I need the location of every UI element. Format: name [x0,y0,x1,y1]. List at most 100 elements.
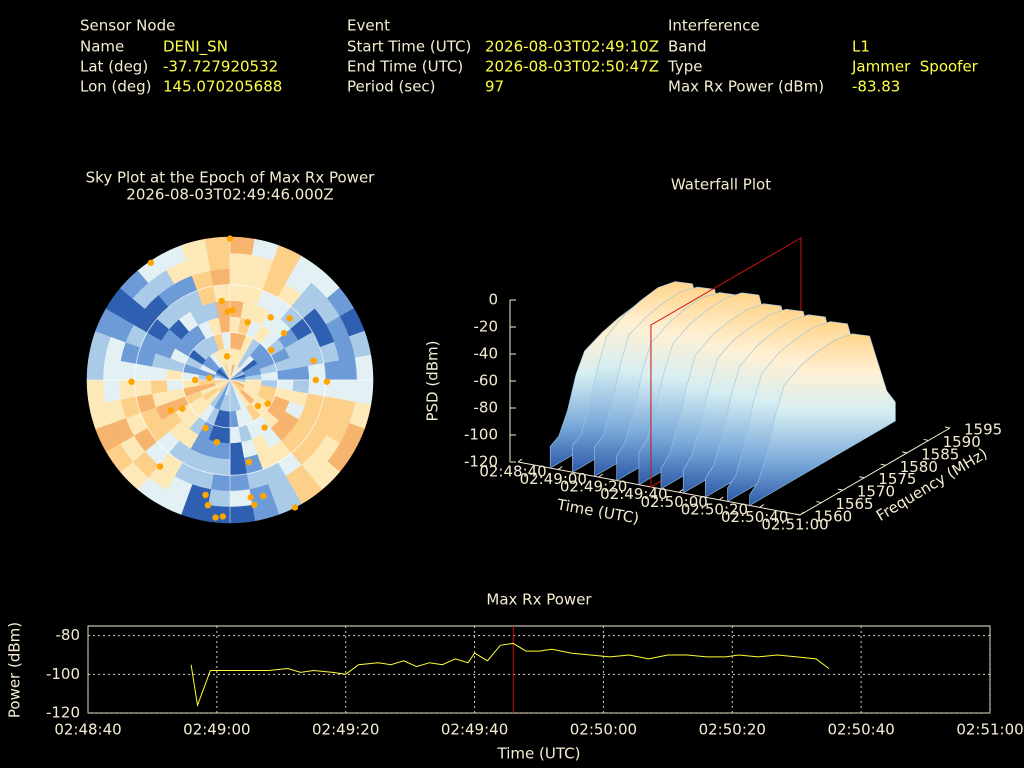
y-tick-label: 1580 [900,458,938,476]
z-tick-label: -100 [464,426,498,444]
satellite [244,319,251,326]
z-tick-label: 0 [488,291,498,309]
y-tick-label: 1560 [814,508,852,526]
field-value: 145.070205688 [163,78,282,96]
y-tick-label: 1565 [835,495,873,513]
sky-cell [323,360,342,381]
field-value: 97 [485,78,504,96]
z-tick-label: -60 [474,372,499,390]
x-tick-label: 02:50:00 [570,721,637,739]
sky-cell [229,457,247,476]
satellite [310,357,317,364]
satellite [267,346,275,354]
satellite [291,504,299,511]
field-value: DENI_SN [163,38,228,57]
field-value: -83.83 [852,78,900,96]
satellite [254,402,262,410]
field-label: Name [80,38,124,56]
header: Sensor Node Name DENI_SN Lat (deg) -37.7… [80,17,979,96]
satellite [218,297,225,305]
satellite [191,376,199,384]
field-label: Lon (deg) [80,78,152,96]
satellite [167,407,174,414]
satellite [267,314,274,321]
x-tick [678,488,684,493]
y-tick [902,451,908,454]
sky-cell [86,379,106,406]
x-tick-label: 02:49:20 [560,478,627,496]
satellite [204,501,212,509]
sky-cell [354,379,374,406]
satellite [261,424,268,431]
satellite [206,374,213,382]
field-label: Max Rx Power (dBm) [668,78,824,96]
sky-cell [229,252,253,271]
satellite [280,329,288,337]
chart-title: Waterfall Plot [671,176,771,194]
satellite [202,491,209,499]
x-axis-label: Time (UTC) [497,745,581,763]
satellite [260,492,267,500]
chart-subtitle: 2026-08-03T02:49:46.000Z [126,186,333,204]
waterfall: 0-20-40-60-80-100-12002:48:4002:49:0002:… [424,237,1002,534]
satellite [179,405,186,412]
sky-cell [210,268,231,287]
sky-cell [229,268,250,287]
satellite [286,315,293,322]
x-tick-label: 02:49:40 [441,721,508,739]
y-tick [859,476,865,479]
sky-cell [207,252,231,271]
z-tick-label: -40 [474,345,499,363]
x-tick-label: 02:48:40 [479,463,546,481]
z-axis-label: PSD (dBm) [424,340,442,421]
chart-title: Sky Plot at the Epoch of Max Rx Power [86,169,376,187]
z-tick-label: -20 [474,318,499,336]
x-tick-label: 02:49:00 [520,470,587,488]
y-tick [794,513,801,516]
y-tick-label: -100 [46,665,80,683]
time-axis [517,461,801,516]
sky-cell [229,236,256,256]
satellite [312,376,319,384]
power-line [190,642,830,708]
x-tick-label: 02:50:20 [699,721,766,739]
x-tick-label: 02:48:40 [54,721,121,739]
sky-cell [86,354,106,381]
sky-cell [102,357,121,381]
sky-cell [229,473,250,492]
field-value: Jammer Spoofer [851,58,979,76]
sky-cell [210,473,231,492]
sky-cell [292,365,310,381]
y-tick [837,488,843,491]
spectrum-slice [749,333,896,507]
y-axis-label: Power (dBm) [6,622,24,718]
field-value: 2026-08-03T02:49:10Z [485,38,659,56]
field-value: 2026-08-03T02:50:47Z [485,58,659,76]
sky-cell [102,379,121,403]
x-tick-label: 02:49:20 [312,721,379,739]
x-tick-label: 02:50:40 [721,508,788,526]
satellite [264,400,271,407]
y-tick [923,438,929,441]
y-tick-label: 1590 [943,433,981,451]
x-tick [799,511,805,516]
sky-cell [229,504,256,524]
x-tick [517,458,523,463]
chart-title: Max Rx Power [486,591,592,609]
x-tick-label: 02:49:40 [600,485,667,503]
field-value: -37.727920532 [163,58,278,76]
frequency-axis [799,427,951,516]
satellite [128,378,135,385]
sky-cell [229,442,245,460]
y-tick [816,501,822,504]
sky-cell [339,379,358,403]
field-value: L1 [852,38,870,56]
y-tick [944,426,951,429]
x-tick-label: 02:50:20 [681,500,748,518]
sky-cell [118,360,137,381]
y-tick-label: 1570 [857,483,895,501]
satellite [229,306,236,314]
y-tick-label: 1575 [878,470,916,488]
x-tick [557,466,563,470]
field-label: Period (sec) [347,78,436,96]
